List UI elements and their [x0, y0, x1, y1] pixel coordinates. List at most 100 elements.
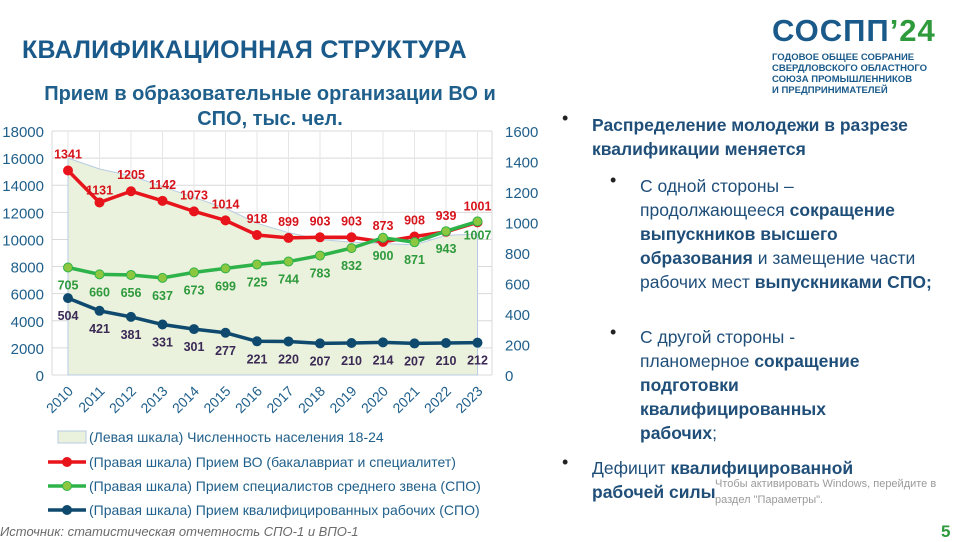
bullet-icon: • [610, 322, 617, 342]
data-label: 871 [404, 253, 425, 267]
data-point [94, 305, 105, 316]
data-point [472, 216, 483, 227]
population-area [67, 157, 478, 376]
data-point [94, 269, 105, 280]
data-label: 504 [58, 309, 79, 323]
bullet-icon: • [562, 452, 569, 472]
data-label: 660 [89, 285, 110, 299]
legend-marker [62, 481, 72, 491]
data-point [346, 232, 357, 243]
data-label: 873 [373, 219, 394, 233]
data-point [252, 230, 262, 241]
bullet-sub-1: С одной стороны – продолжающееся сокраще… [640, 176, 932, 292]
legend-marker [62, 505, 72, 515]
data-point [220, 263, 231, 274]
data-label: 1131 [86, 184, 113, 198]
data-point [189, 206, 199, 217]
data-point [189, 267, 199, 278]
data-label: 900 [373, 249, 394, 263]
data-point [63, 293, 73, 304]
logo: СОСПП’24 ГОДОВОЕ ОБЩЕЕ СОБРАНИЕ СВЕРДЛОВС… [772, 13, 952, 96]
bullet-main-1: Распределение молодежи в разрезе квалифи… [592, 115, 908, 159]
legend-marker [62, 457, 72, 467]
chart-title: Прием в образовательные организации ВО и… [44, 83, 496, 130]
data-point [378, 232, 388, 243]
logo-mark: СОСПП’24 [772, 13, 936, 48]
x-tick-label: 2017 [263, 383, 296, 416]
left-tick-label: 16000 [2, 151, 44, 168]
data-point [346, 337, 357, 348]
x-tick-label: 2019 [326, 383, 359, 416]
data-label: 207 [310, 354, 331, 368]
logo-subtitle: ГОДОВОЕ ОБЩЕЕ СОБРАНИЕ СВЕРДЛОВСКОГО ОБЛА… [772, 52, 928, 96]
data-point [472, 337, 483, 348]
data-point [441, 226, 451, 237]
x-tick-label: 2010 [43, 383, 76, 416]
data-point [441, 337, 451, 348]
x-tick-label: 2012 [106, 383, 139, 416]
data-point [189, 324, 199, 335]
data-label: 207 [404, 354, 425, 368]
data-label: 783 [310, 267, 331, 281]
data-label: 899 [278, 215, 299, 229]
data-label: 705 [58, 278, 79, 292]
data-label: 744 [278, 273, 299, 287]
data-label: 1073 [180, 188, 208, 202]
bullet-icon: • [610, 170, 617, 190]
data-label: 1007 [464, 228, 492, 242]
data-point [157, 195, 168, 206]
bullet-icon: • [562, 108, 569, 128]
left-tick-label: 4000 [11, 314, 44, 331]
data-label: 301 [184, 340, 205, 354]
data-label: 1142 [149, 178, 176, 192]
data-label: 656 [121, 286, 142, 300]
data-label: 908 [404, 214, 425, 228]
x-tick-label: 2020 [358, 383, 391, 416]
chart: 0200040006000800010000120001400016000180… [2, 124, 538, 518]
data-label: 210 [341, 354, 362, 368]
data-point [94, 197, 105, 208]
left-tick-label: 14000 [2, 178, 44, 195]
data-label: 210 [436, 354, 457, 368]
source-note: Источник: статистическая отчетность СПО-… [0, 524, 359, 539]
x-tick-label: 2022 [421, 383, 454, 416]
data-point [346, 243, 357, 254]
data-label: 1341 [54, 147, 82, 161]
right-tick-label: 400 [505, 307, 530, 324]
data-point [63, 262, 73, 273]
data-label: 939 [436, 209, 457, 223]
data-label: 421 [89, 322, 110, 336]
slide-title: КВАЛИФИКАЦИОННАЯ СТРУКТУРА [22, 36, 467, 64]
bullet-main-2: Дефицит квалифицированной рабочей силы [592, 458, 854, 502]
left-tick-label: 0 [36, 368, 44, 385]
data-label: 1014 [212, 197, 240, 211]
data-point [220, 215, 231, 226]
x-tick-label: 2021 [389, 383, 422, 416]
x-tick-label: 2018 [295, 383, 328, 416]
data-label: 637 [152, 289, 173, 303]
legend-entry: (Правая шкала) Прием квалифицированных р… [89, 502, 480, 518]
data-label: 277 [215, 344, 236, 358]
data-label: 699 [215, 279, 236, 293]
right-tick-label: 1400 [505, 155, 538, 172]
series-line-1 [66, 169, 479, 244]
x-tick-label: 2014 [169, 383, 202, 416]
data-label: 903 [310, 214, 331, 228]
legend-swatch [57, 430, 87, 444]
data-point [378, 337, 388, 348]
legend-entry: (Правая шкала) Прием специалистов средне… [89, 478, 481, 494]
data-point [315, 250, 325, 261]
left-tick-label: 6000 [11, 287, 44, 304]
data-point [252, 336, 262, 347]
right-tick-label: 1600 [505, 124, 538, 141]
right-tick-label: 1000 [505, 216, 538, 233]
data-point [315, 232, 325, 243]
data-point [126, 311, 136, 322]
data-point [283, 256, 294, 267]
data-label: 331 [152, 336, 173, 350]
data-point [315, 338, 325, 349]
x-tick-label: 2011 [75, 383, 108, 416]
series-line-3 [67, 296, 478, 346]
series-line-2 [67, 219, 479, 280]
